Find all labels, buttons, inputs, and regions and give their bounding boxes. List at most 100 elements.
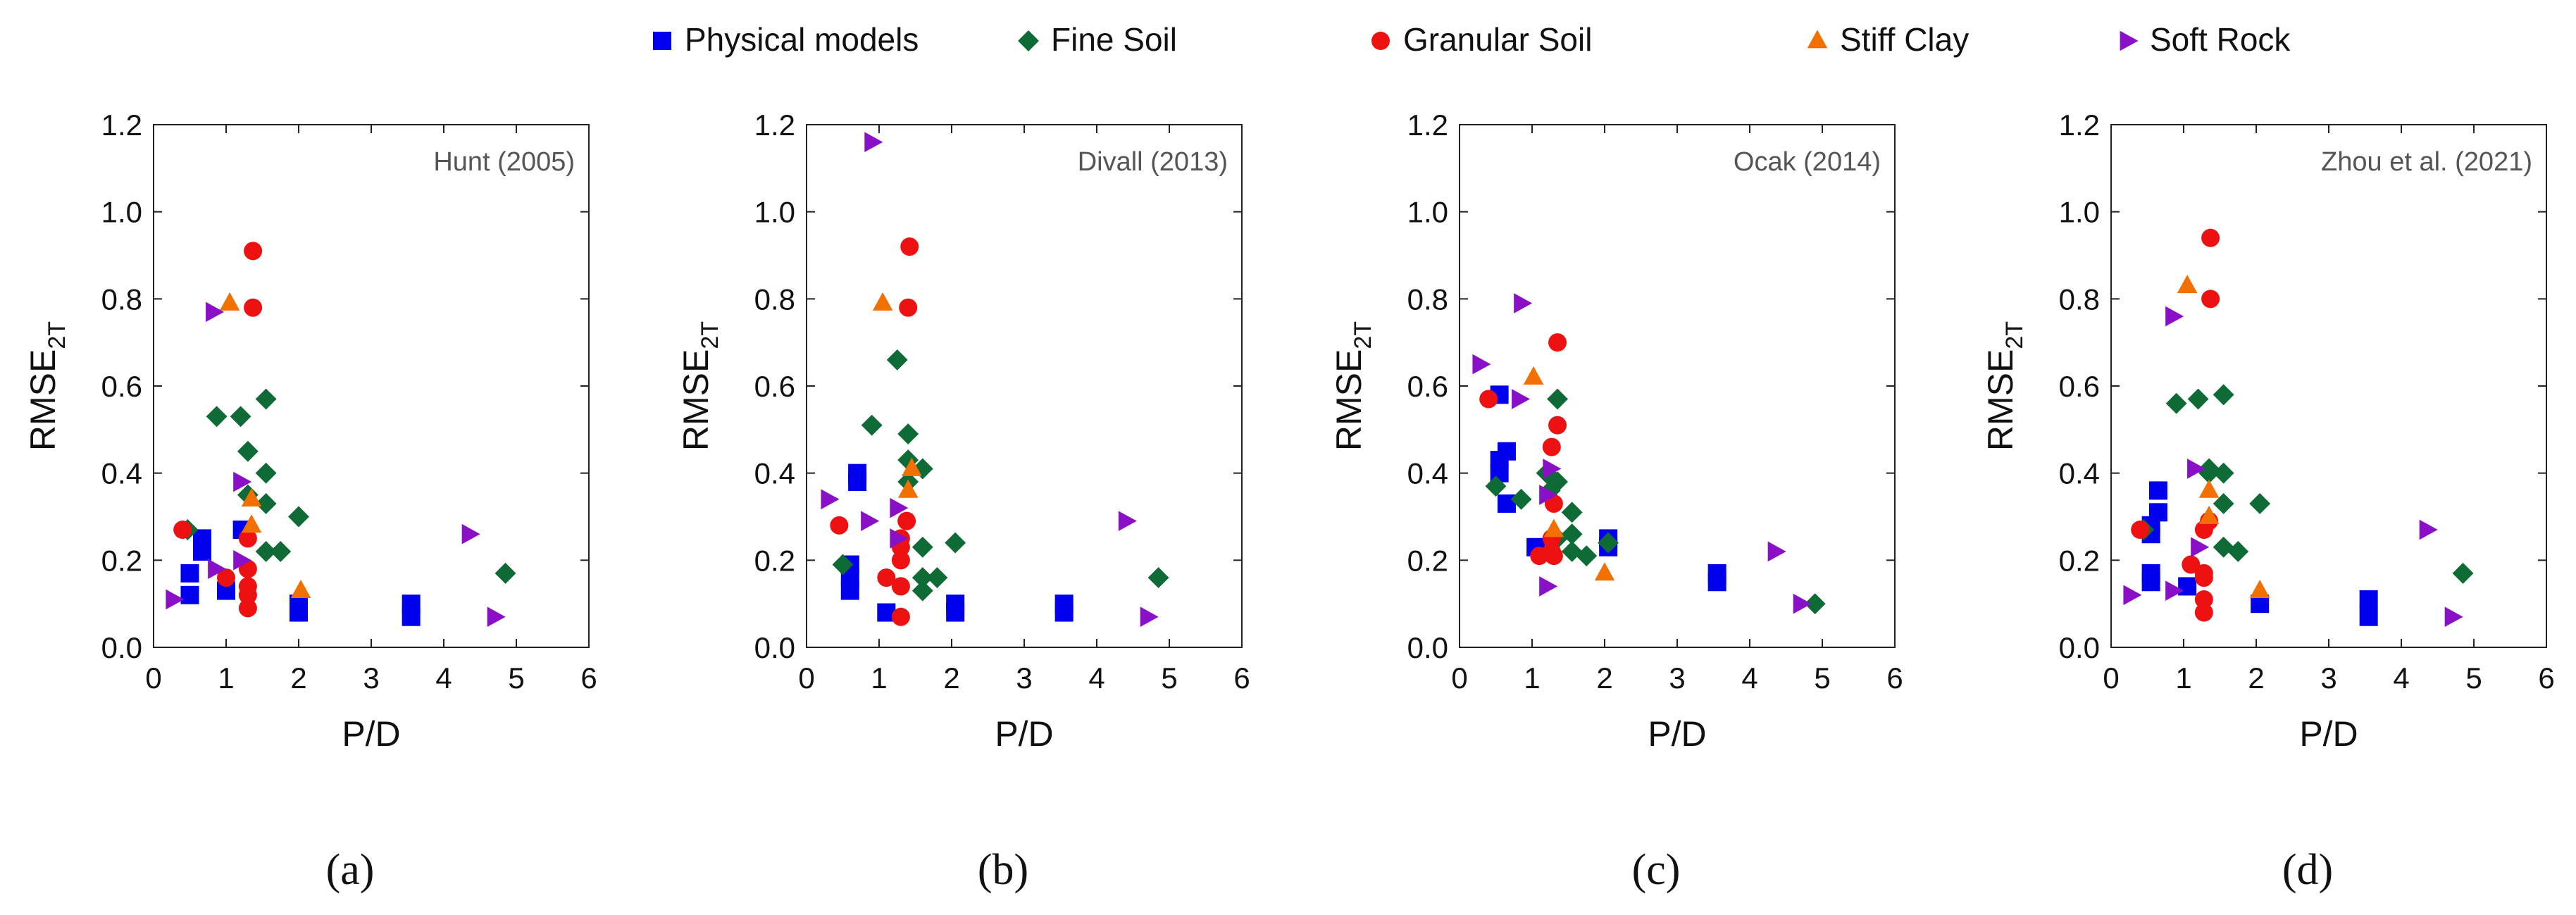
data-point-rock — [166, 589, 185, 610]
data-point-rock — [1539, 576, 1558, 597]
y-tick-label: 0.6 — [754, 370, 795, 403]
data-point-granular — [897, 511, 916, 530]
data-point-granular — [2182, 555, 2201, 574]
data-point-granular — [1548, 333, 1567, 352]
data-point-stiff — [290, 580, 311, 599]
data-point-fine — [2187, 388, 2209, 410]
chart-panels: 0.0 0.2 0.4 0.6 0.8 1.0 1.2 0 1 2 3 4 5 6 P/D RMSE2T Hun… — [23, 108, 2555, 894]
y-tick-label: 0.2 — [754, 544, 795, 577]
data-point-granular — [244, 298, 263, 317]
chart-panel-d: 0.0 0.2 0.4 0.6 0.8 1.0 1.2 0 1 2 3 4 5 6 P/D RMSE2T Zho… — [1981, 108, 2555, 894]
legend-marker-fine — [1018, 30, 1039, 51]
data-point-rock — [2165, 580, 2184, 601]
data-point-rock — [821, 489, 840, 510]
data-point-rock — [2419, 519, 2438, 540]
data-point-rock — [1793, 593, 1812, 614]
x-tick-label: 3 — [363, 661, 379, 695]
data-point-granular — [2194, 568, 2213, 587]
data-point-physical — [946, 595, 965, 614]
y-axis-label: RMSE2T — [1329, 321, 1376, 451]
series-rock — [821, 132, 1159, 628]
series-rock — [1472, 293, 1812, 614]
x-tick-label: 6 — [1233, 661, 1250, 695]
y-axis-label: RMSE2T — [676, 321, 723, 451]
y-tick-label: 0.4 — [1407, 457, 1448, 490]
data-point-fine — [911, 536, 933, 558]
data-point-rock — [208, 559, 227, 579]
x-tick-label: 4 — [2393, 661, 2409, 695]
panel-title: Ocak (2014) — [1734, 147, 1881, 177]
series-stiff — [219, 292, 311, 599]
data-point-stiff — [2198, 505, 2220, 524]
data-point-fine — [1561, 523, 1583, 545]
legend-label-granular: Granular Soil — [1403, 21, 1592, 58]
data-point-granular — [1548, 416, 1567, 435]
legend-item-stiff: Stiff Clay — [1807, 21, 1969, 58]
data-point-physical — [1707, 564, 1726, 583]
data-point-rock — [1512, 389, 1531, 409]
data-point-fine — [861, 414, 883, 436]
data-point-fine — [1485, 475, 1507, 497]
y-tick-label: 0.6 — [2059, 370, 2100, 403]
y-axis-label: RMSE2T — [23, 321, 70, 451]
panel-label: (b) — [978, 846, 1028, 894]
legend-marker-stiff — [1807, 30, 1828, 49]
data-point-fine — [1804, 593, 1826, 615]
x-tick-label: 4 — [435, 661, 452, 695]
y-tick-label: 1.0 — [2059, 196, 2100, 229]
x-tick-label: 3 — [2320, 661, 2337, 695]
data-point-physical — [180, 564, 199, 583]
legend-marker-rock — [2120, 30, 2139, 51]
x-tick-label: 5 — [1161, 661, 1177, 695]
data-point-physical — [2148, 503, 2167, 522]
y-tick-label: 0.0 — [101, 631, 142, 664]
legend-item-fine: Fine Soil — [1018, 21, 1177, 58]
series-stiff — [872, 292, 922, 498]
data-point-fine — [237, 440, 259, 462]
legend: Physical models Fine Soil Granular Soil Sti… — [653, 21, 2291, 58]
plot-frame — [2110, 124, 2547, 648]
data-point-granular — [2201, 290, 2220, 309]
x-tick-label: 2 — [290, 661, 306, 695]
data-point-fine — [832, 554, 854, 575]
y-tick-label: 0.6 — [1407, 370, 1448, 403]
x-tick-label: 2 — [943, 661, 959, 695]
panel-title: Zhou et al. (2021) — [2321, 147, 2532, 177]
data-point-stiff — [1594, 562, 1615, 581]
panel-label: (c) — [1632, 846, 1681, 894]
data-point-granular — [244, 242, 263, 261]
x-tick-label: 4 — [1088, 661, 1105, 695]
legend-item-physical: Physical models — [653, 21, 919, 58]
data-point-stiff — [2249, 580, 2270, 599]
y-tick-label: 0.0 — [754, 631, 795, 664]
data-point-fine — [255, 462, 277, 484]
data-point-physical — [2141, 564, 2160, 583]
data-point-physical — [402, 595, 421, 614]
data-point-fine — [255, 541, 277, 562]
data-point-fine — [1147, 567, 1169, 589]
data-point-fine — [1539, 480, 1561, 502]
y-axis-label-subscript: 2T — [2001, 321, 2028, 349]
data-point-rock — [890, 528, 909, 549]
data-point-granular — [891, 577, 910, 596]
x-axis-label: P/D — [342, 714, 400, 754]
panel-label: (d) — [2282, 846, 2333, 894]
data-point-physical — [193, 529, 212, 548]
data-point-granular — [830, 516, 849, 535]
data-point-fine — [2213, 384, 2234, 406]
series-granular — [1479, 333, 1567, 566]
data-point-granular — [217, 568, 235, 587]
data-point-rock — [233, 471, 252, 492]
data-point-fine — [897, 449, 919, 471]
y-tick-label: 0.4 — [754, 457, 795, 490]
data-point-granular — [900, 237, 919, 256]
data-point-rock — [2165, 306, 2184, 327]
x-axis-label: P/D — [2299, 714, 2358, 754]
data-point-fine — [2227, 541, 2249, 562]
x-tick-label: 6 — [1886, 661, 1903, 695]
data-point-rock — [1543, 459, 1562, 479]
y-tick-label: 0.8 — [101, 282, 142, 316]
data-point-rock — [233, 550, 252, 571]
data-point-rock — [1514, 293, 1533, 313]
data-point-fine — [255, 388, 277, 410]
